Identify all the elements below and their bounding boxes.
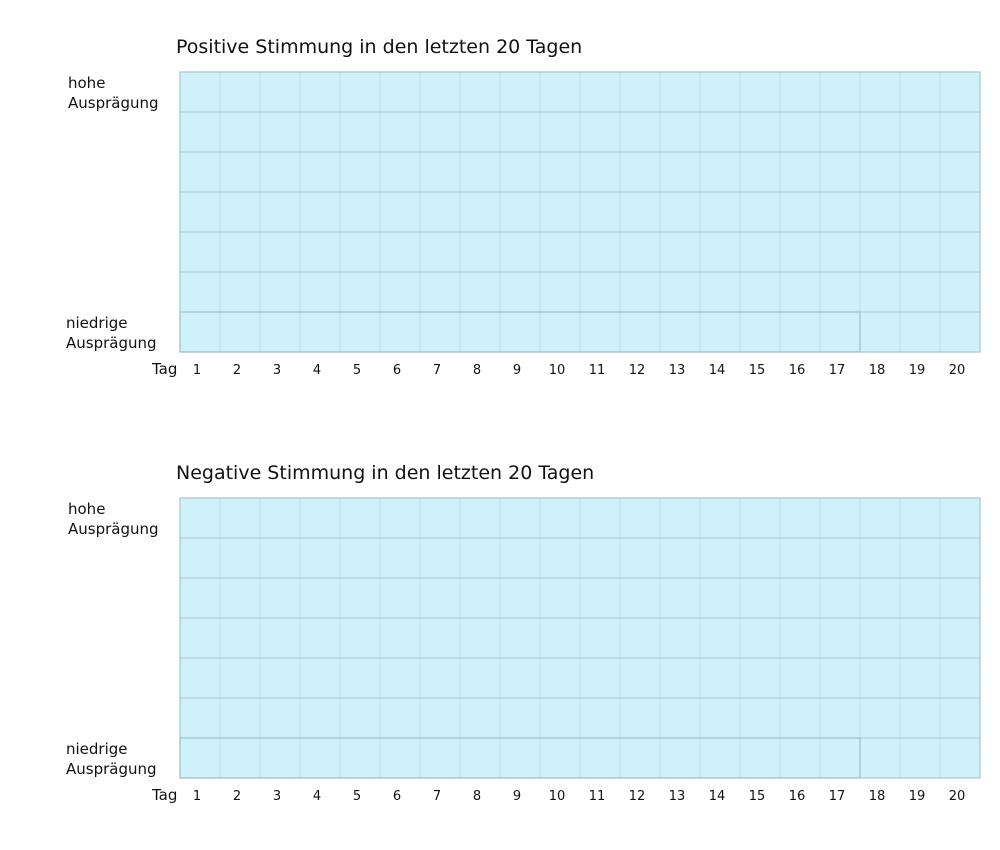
chart-title: Positive Stimmung in den letzten 20 Tage… <box>176 36 583 58</box>
x-tick-label: 13 <box>669 363 686 378</box>
x-tick-label: 6 <box>393 789 401 804</box>
x-axis-label: Tag <box>152 360 178 378</box>
x-tick-label: 15 <box>749 363 766 378</box>
ylabel-high: hohe Ausprägung <box>68 73 159 113</box>
ylabel-low-line-1: niedrige <box>66 314 128 332</box>
x-tick-label: 19 <box>909 789 926 804</box>
ylabel-low: niedrige Ausprägung <box>66 313 157 353</box>
x-tick-label: 8 <box>473 789 481 804</box>
x-tick-label: 17 <box>829 363 846 378</box>
x-tick-label: 11 <box>589 363 606 378</box>
x-tick-label: 2 <box>233 363 241 378</box>
x-axis-label: Tag <box>152 786 178 804</box>
x-tick-label: 12 <box>629 363 646 378</box>
chart-positive-mood: Positive Stimmung in den letzten 20 Tage… <box>0 0 1000 400</box>
x-tick-label: 14 <box>709 789 726 804</box>
chart-negative-mood: Negative Stimmung in den letzten 20 Tage… <box>0 426 1000 826</box>
x-tick-label: 10 <box>549 789 566 804</box>
ylabel-high-line-1: hohe <box>68 500 106 518</box>
x-tick-label: 16 <box>789 789 806 804</box>
x-tick-label: 4 <box>313 363 321 378</box>
x-tick-label: 6 <box>393 363 401 378</box>
x-tick-label: 13 <box>669 789 686 804</box>
x-tick-label: 5 <box>353 789 361 804</box>
x-tick-label: 3 <box>273 789 281 804</box>
x-tick-label: 20 <box>949 363 966 378</box>
x-tick-label: 7 <box>433 363 441 378</box>
x-tick-label: 9 <box>513 789 521 804</box>
x-tick-label: 18 <box>869 363 886 378</box>
ylabel-low: niedrige Ausprägung <box>66 739 157 779</box>
x-tick-label: 3 <box>273 363 281 378</box>
ylabel-low-line-2: Ausprägung <box>66 760 157 778</box>
bottom-row-outline <box>179 311 861 353</box>
ylabel-high-line-2: Ausprägung <box>68 94 159 112</box>
x-tick-label: 5 <box>353 363 361 378</box>
x-tick-label: 7 <box>433 789 441 804</box>
x-tick-label: 2 <box>233 789 241 804</box>
x-tick-label: 11 <box>589 789 606 804</box>
plot-area: 1 2 3 4 5 6 7 8 9 10 11 12 13 14 15 16 17 18 19 20 <box>179 497 981 804</box>
x-tick-label: 12 <box>629 789 646 804</box>
bottom-row-outline <box>179 737 861 779</box>
ylabel-low-line-1: niedrige <box>66 740 128 758</box>
plot-area: 1 2 3 4 5 6 7 8 9 10 11 12 13 14 15 16 17 18 19 20 <box>179 71 981 378</box>
x-tick-label: 17 <box>829 789 846 804</box>
ylabel-high-line-2: Ausprägung <box>68 520 159 538</box>
chart-title: Negative Stimmung in den letzten 20 Tage… <box>176 462 595 484</box>
x-tick-label: 10 <box>549 363 566 378</box>
ylabel-high-line-1: hohe <box>68 74 106 92</box>
x-tick-label: 9 <box>513 363 521 378</box>
x-tick-label: 14 <box>709 363 726 378</box>
ylabel-high: hohe Ausprägung <box>68 499 159 539</box>
x-tick-label: 20 <box>949 789 966 804</box>
x-tick-label: 4 <box>313 789 321 804</box>
x-tick-label: 8 <box>473 363 481 378</box>
ylabel-low-line-2: Ausprägung <box>66 334 157 352</box>
x-tick-label: 16 <box>789 363 806 378</box>
x-tick-label: 19 <box>909 363 926 378</box>
x-tick-label: 15 <box>749 789 766 804</box>
x-tick-label: 1 <box>193 363 201 378</box>
x-tick-label: 18 <box>869 789 886 804</box>
x-tick-label: 1 <box>193 789 201 804</box>
